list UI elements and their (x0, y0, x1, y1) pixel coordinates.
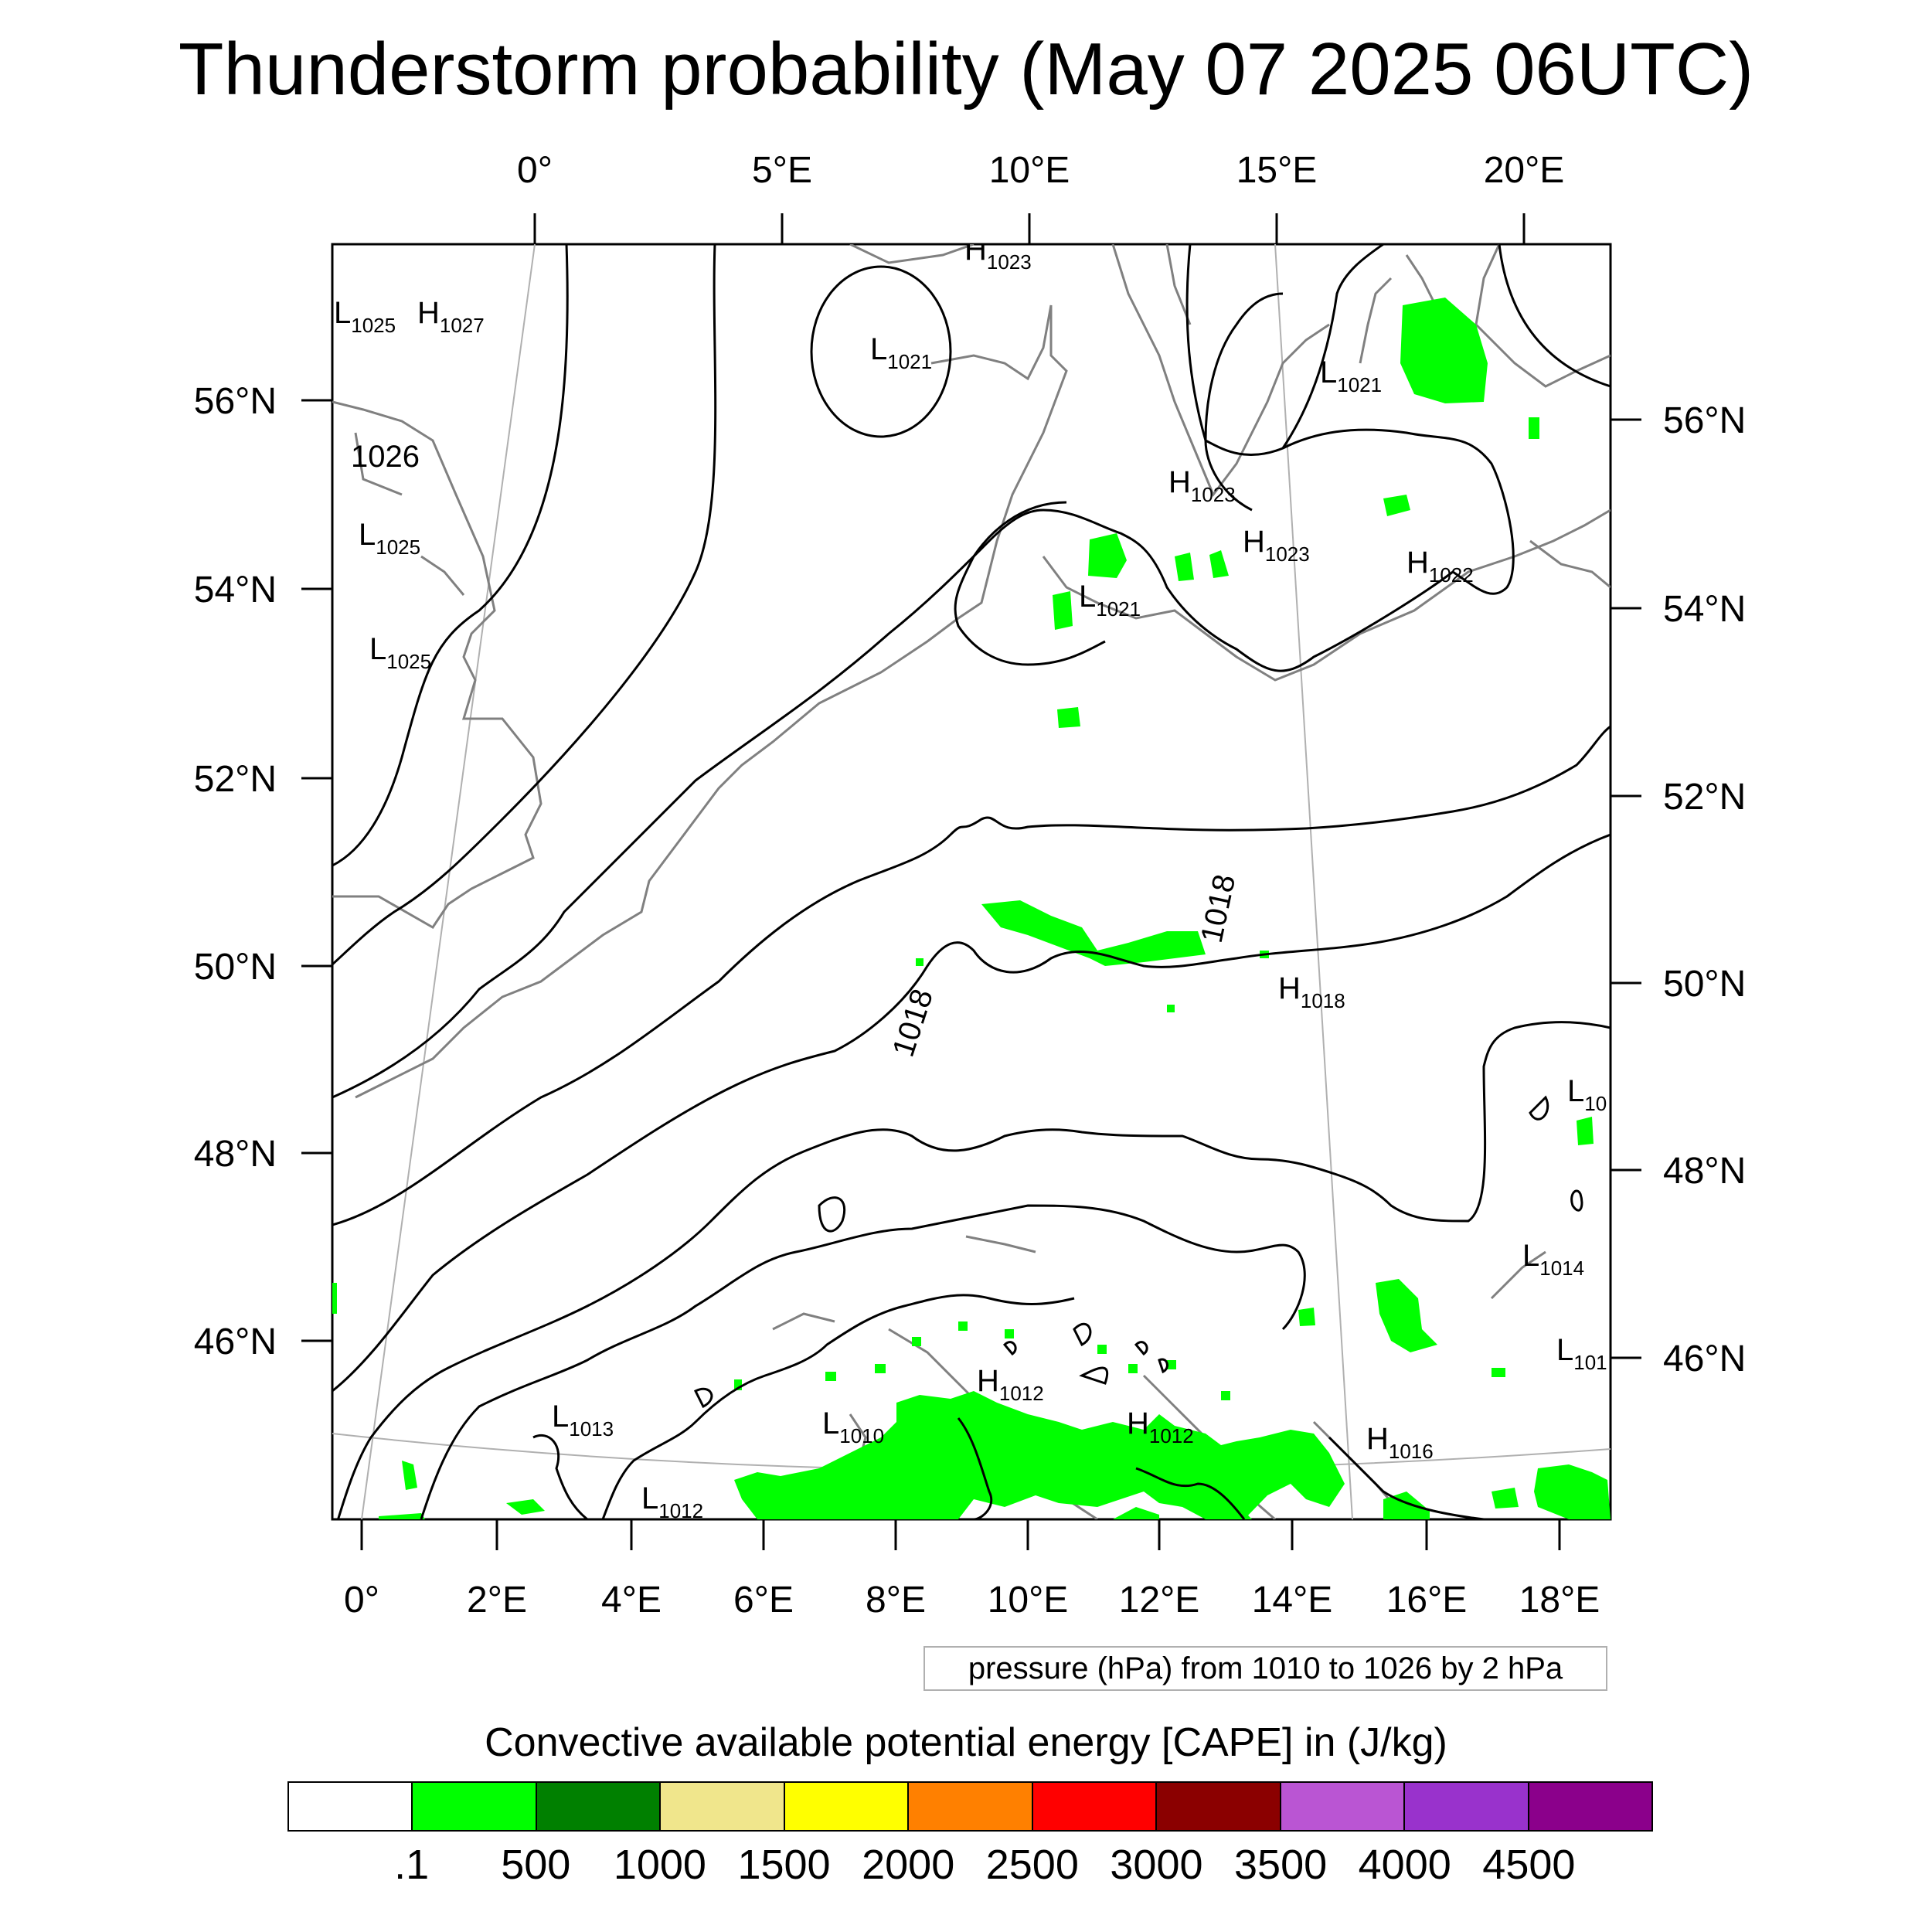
left-lat-label: 52°N (194, 759, 277, 800)
bottom-ticks (360, 1519, 1561, 1550)
pressure-center-label: H1012 (977, 1364, 1044, 1405)
isobars (332, 244, 1611, 1519)
pressure-center-label: L1021 (1320, 355, 1382, 396)
colorbar-swatch (909, 1783, 1033, 1830)
left-lat-label: 50°N (194, 947, 277, 988)
colorbar-label: 4500 (1482, 1842, 1576, 1888)
pressure-center-label: L1025 (334, 296, 396, 337)
bottom-lon-label: 8°E (866, 1580, 926, 1621)
colorbar-swatch (413, 1783, 537, 1830)
colorbar-swatch (661, 1783, 785, 1830)
colorbar-label: .1 (394, 1842, 430, 1888)
top-lon-label: 0° (517, 150, 553, 191)
pressure-center-label: L1013 (552, 1400, 614, 1440)
pressure-center-label: H1016 (1366, 1422, 1434, 1463)
left-lat-label: 56°N (194, 381, 277, 422)
pressure-center-label: L1021 (1079, 580, 1141, 621)
cape-areas (332, 298, 1611, 1519)
colorbar-swatch (289, 1783, 413, 1830)
contour-label: 1026 (351, 440, 420, 474)
colorbar-title: Convective available potential energy [C… (485, 1720, 1447, 1765)
colorbar-swatch (1405, 1783, 1529, 1830)
pressure-center-label: L1012 (641, 1481, 703, 1522)
colorbar-label: 4000 (1358, 1842, 1451, 1888)
bottom-lon-label: 14°E (1252, 1580, 1333, 1621)
pressure-center-label: L1025 (369, 632, 431, 673)
pressure-center-label: H1023 (1243, 525, 1310, 566)
colorbar (287, 1781, 1653, 1832)
colorbar-label: 2000 (862, 1842, 955, 1888)
colorbar-swatch (1157, 1783, 1281, 1830)
pressure-center-label: H1027 (417, 296, 485, 337)
pressure-center-label: L1021 (870, 332, 932, 373)
colorbar-swatch (1529, 1783, 1651, 1830)
colorbar-label: 3500 (1234, 1842, 1328, 1888)
colorbar-label: 1000 (613, 1842, 706, 1888)
right-lat-label: 48°N (1663, 1151, 1746, 1192)
colorbar-labels: .1 500 1000 1500 2000 2500 3000 3500 4000 4500 (0, 1839, 1932, 1893)
bottom-lon-label: 18°E (1519, 1580, 1600, 1621)
colorbar-label: 3000 (1110, 1842, 1203, 1888)
bottom-lon-label: 0° (344, 1580, 379, 1621)
right-lat-label: 56°N (1663, 400, 1746, 441)
pressure-center-label: L101 (1556, 1333, 1607, 1374)
colorbar-label: 1500 (737, 1842, 831, 1888)
left-lat-label: 48°N (194, 1134, 277, 1175)
bottom-lon-label: 12°E (1119, 1580, 1200, 1621)
right-lat-label: 52°N (1663, 777, 1746, 818)
pressure-center-label: L10 (1567, 1074, 1607, 1115)
pressure-center-label: H1022 (1406, 546, 1474, 587)
bottom-lon-label: 4°E (601, 1580, 662, 1621)
bottom-lon-label: 2°E (467, 1580, 527, 1621)
top-lon-label: 10°E (989, 150, 1070, 191)
right-ticks (1611, 418, 1641, 1359)
right-lat-label: 50°N (1663, 964, 1746, 1005)
colorbar-swatch (784, 1783, 910, 1830)
left-lat-label: 54°N (194, 570, 277, 611)
left-ticks (301, 399, 332, 1342)
bottom-lon-label: 6°E (733, 1580, 794, 1621)
top-lon-label: 5°E (752, 150, 812, 191)
pressure-center-label: H1018 (1278, 971, 1345, 1012)
colorbar-swatch (1032, 1783, 1158, 1830)
page-title: Thunderstorm probability (May 07 2025 06… (178, 28, 1754, 111)
colorbar-swatch (536, 1783, 662, 1830)
colorbar-swatch (1281, 1783, 1406, 1830)
right-lat-label: 46°N (1663, 1338, 1746, 1379)
pressure-center-label: H1023 (964, 233, 1032, 274)
colorbar-label: 2500 (985, 1842, 1079, 1888)
top-lon-label: 15°E (1236, 150, 1318, 191)
pressure-center-label: L1025 (359, 518, 420, 559)
right-lat-label: 54°N (1663, 589, 1746, 630)
pressure-center-label: L1010 (822, 1406, 884, 1447)
bottom-lon-label: 10°E (988, 1580, 1069, 1621)
left-lat-label: 46°N (194, 1321, 277, 1362)
top-ticks (533, 213, 1526, 244)
pressure-center-label: H1023 (1168, 465, 1236, 506)
pressure-center-label: L1014 (1522, 1239, 1584, 1280)
pressure-center-label: H1012 (1127, 1406, 1194, 1447)
contour-info-box: pressure (hPa) from 1010 to 1026 by 2 hP… (923, 1646, 1607, 1691)
bottom-lon-label: 16°E (1386, 1580, 1468, 1621)
colorbar-label: 500 (501, 1842, 571, 1888)
top-lon-label: 20°E (1484, 150, 1565, 191)
